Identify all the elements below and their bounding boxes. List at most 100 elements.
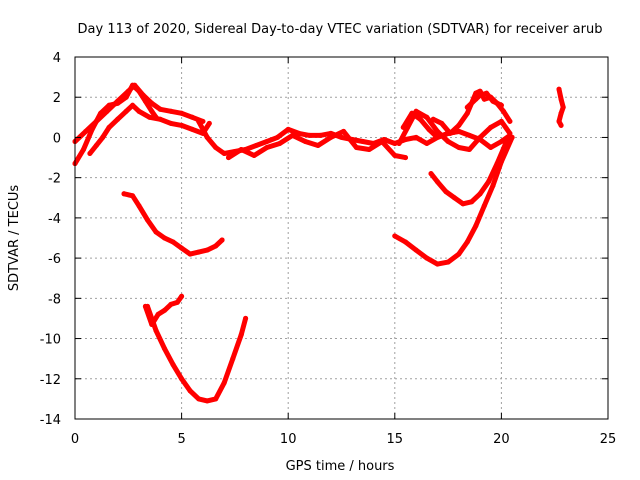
data-point [100,134,106,140]
data-point [213,145,219,150]
data-point [230,356,236,362]
data-point [403,155,408,161]
data-point [115,100,121,106]
data-point [226,155,231,161]
data-point [424,141,430,146]
data-point [106,102,112,108]
data-point [464,110,470,116]
data-point [174,299,180,305]
data-point [486,179,492,185]
data-point [558,96,564,102]
data-point [168,301,174,307]
data-point [439,120,445,126]
data-series [72,82,566,404]
data-point [466,132,472,138]
data-point [473,90,479,96]
data-point [130,193,136,199]
y-tick-labels: 4 2 0 -2 -4 -6 -8 -10 -12 -14 [40,51,61,428]
data-point [430,116,436,122]
data-point [179,110,185,116]
data-point [360,139,366,144]
y-tick-label: -10 [40,333,61,348]
y-tick-label: -14 [40,413,61,428]
data-point [452,195,457,201]
data-point [168,120,174,126]
data-point [87,151,93,156]
data-point [196,249,202,255]
data-point [477,137,483,142]
data-point [341,128,347,134]
data-point [81,147,86,152]
data-point [89,126,95,132]
data-point [196,118,202,124]
data-point [179,293,185,299]
data-point [473,223,479,229]
data-point [83,128,89,134]
data-point [379,139,385,144]
data-point [179,376,185,382]
data-point [145,217,150,223]
data-point [204,398,210,404]
data-point [413,134,419,140]
data-point [123,94,129,100]
data-point [162,307,167,313]
data-point [456,251,462,257]
data-point [290,132,295,138]
data-point [490,98,496,104]
data-point [264,145,270,150]
x-tick-label: 25 [600,432,617,447]
data-point [264,139,270,144]
data-point [353,145,359,150]
data-point [434,128,440,134]
data-point [221,380,227,386]
data-point [130,102,136,108]
data-point [481,96,487,102]
data-point [464,239,470,245]
data-point [170,239,176,245]
data-point [392,153,398,158]
data-point [464,104,470,110]
data-point [498,118,504,124]
x-tick-label: 20 [493,432,510,447]
data-point [243,315,249,321]
data-point [162,235,167,241]
data-point [473,96,479,102]
data-point [155,311,161,317]
data-point [488,124,494,130]
data-point [142,98,148,104]
data-point [434,261,440,267]
data-point [153,328,159,333]
data-point [147,114,153,120]
data-point [179,245,185,251]
x-tick-label: 0 [71,432,79,447]
y-tick-label: 0 [53,131,61,146]
data-point [560,104,566,110]
data-point [136,108,142,114]
data-point [149,108,155,114]
data-point [556,86,562,92]
data-point [307,132,312,138]
data-point [445,259,451,265]
data-point [93,143,99,148]
data-point [145,303,150,309]
data-point [396,141,402,146]
data-point [424,114,430,120]
data-point [456,128,462,134]
data-point [456,145,462,150]
y-tick-label: 2 [53,91,61,106]
data-point [157,106,163,112]
y-tick-label: -4 [48,212,61,227]
data-point [488,145,494,150]
data-point [556,118,562,124]
data-point [413,247,419,253]
data-point [501,108,506,114]
x-tick-label: 5 [177,432,185,447]
data-point [136,88,142,94]
data-point [213,243,219,249]
data-point [434,134,440,140]
data-point [187,251,193,257]
y-tick-label: -2 [48,172,61,187]
data-point [477,191,483,197]
